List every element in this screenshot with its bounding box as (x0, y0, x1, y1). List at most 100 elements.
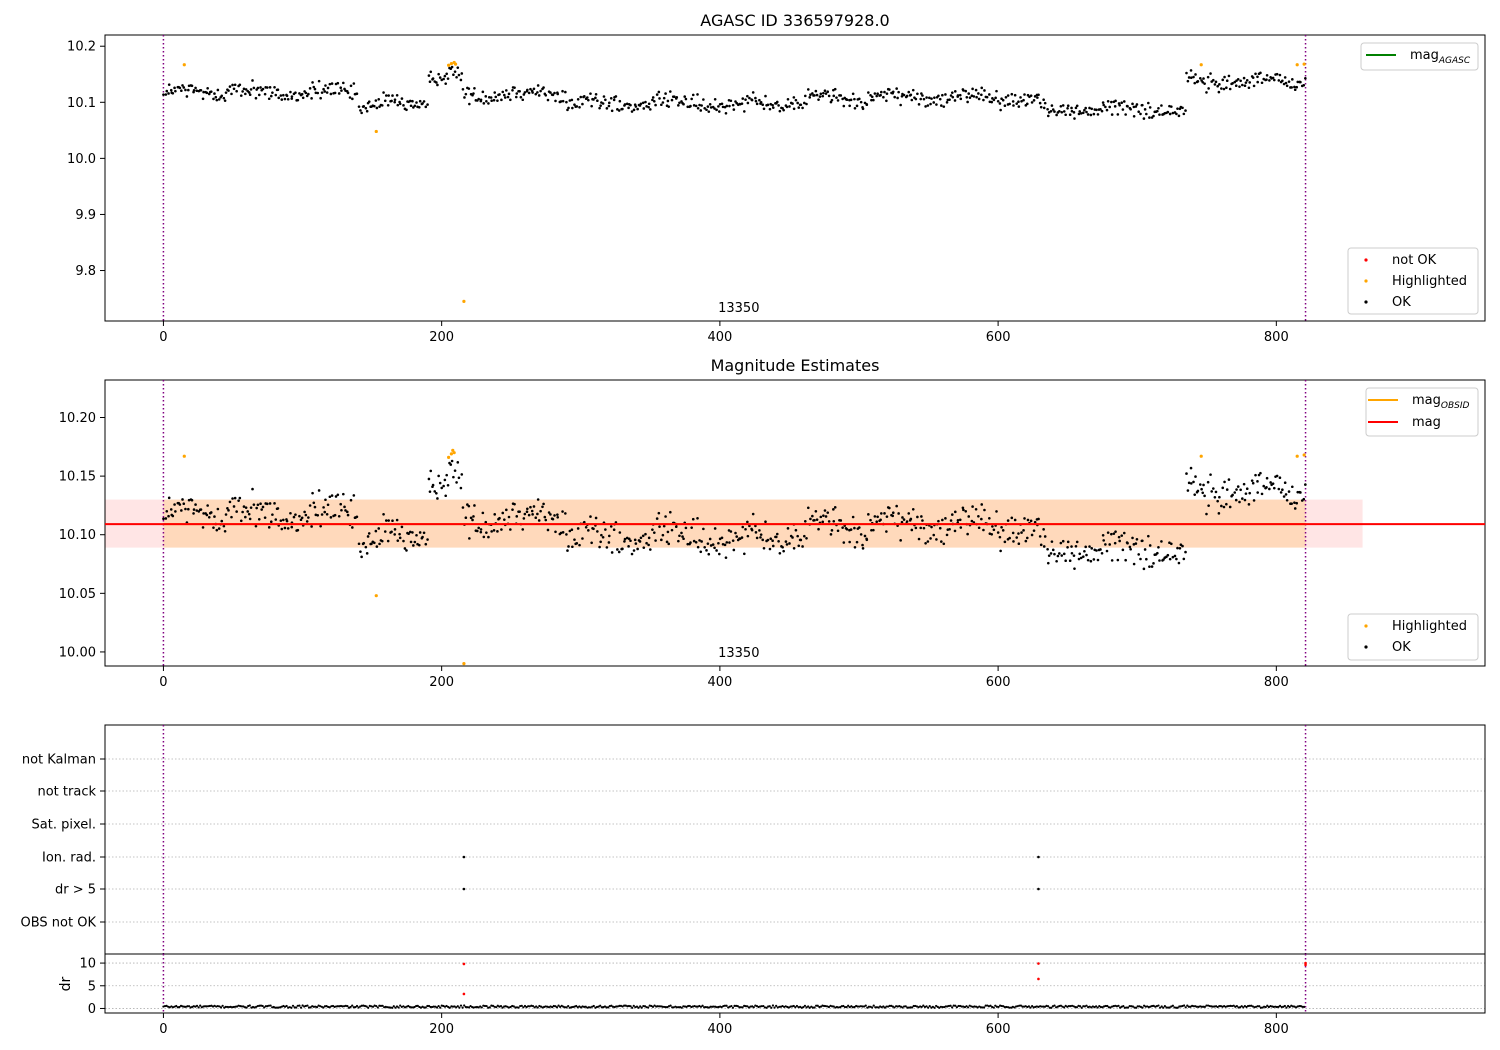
ok-point (537, 519, 541, 522)
ok-point (775, 532, 779, 536)
ok-point (484, 95, 488, 98)
ok-point (799, 538, 803, 542)
ok-point (282, 518, 285, 522)
ok-point (317, 489, 321, 492)
ok-point (1148, 116, 1151, 119)
dr-point (1195, 1005, 1198, 1008)
dr-point (989, 1004, 992, 1007)
ok-point (167, 92, 170, 95)
ok-point (571, 545, 574, 549)
ok-point (851, 515, 855, 519)
ok-point (647, 102, 651, 106)
ok-point (1265, 486, 1268, 489)
ok-point (1234, 498, 1238, 502)
ok-point (809, 517, 812, 521)
ok-point (217, 98, 221, 101)
dr-point (1141, 1006, 1144, 1009)
ok-point (794, 98, 798, 102)
ok-point (1214, 490, 1218, 494)
ok-point (1283, 76, 1287, 79)
ok-point (883, 512, 886, 515)
ok-point (924, 105, 927, 108)
ok-point (507, 92, 511, 96)
dr-point (397, 1006, 400, 1009)
ok-point (639, 536, 643, 540)
ok-point (829, 533, 833, 536)
ok-point (1073, 567, 1076, 570)
ok-point (1295, 501, 1299, 505)
dr-point (653, 1004, 656, 1007)
ok-point (1218, 83, 1221, 86)
ok-point (494, 95, 498, 99)
dr-point (680, 1006, 683, 1009)
ok-point (1042, 528, 1045, 531)
ok-point (746, 94, 749, 98)
dr-point (301, 1004, 304, 1007)
dr-point (712, 1005, 715, 1008)
ok-point (933, 96, 936, 99)
dr-point (827, 1005, 831, 1009)
ok-point (440, 486, 444, 490)
ok-point (1187, 76, 1191, 79)
ok-point (418, 99, 422, 103)
ok-point (339, 86, 343, 89)
ok-point (551, 93, 555, 97)
y-tick-label: 9.9 (75, 208, 96, 223)
dr-point (1187, 1005, 1190, 1008)
ok-point (238, 496, 242, 500)
ok-point (988, 93, 991, 96)
ok-point (1030, 533, 1034, 537)
ok-point (342, 81, 345, 85)
ok-point (1236, 77, 1240, 81)
ok-point (422, 531, 426, 535)
dr-point (778, 1005, 781, 1008)
highlighted-point (452, 451, 456, 455)
ok-point (696, 545, 700, 549)
ok-point (1114, 99, 1117, 103)
dr-point (197, 1006, 200, 1009)
dr-point (1277, 1005, 1280, 1008)
ok-point (977, 514, 980, 518)
ok-point (312, 85, 316, 89)
ok-point (827, 94, 831, 98)
ok-point (999, 549, 1002, 553)
ok-point (788, 105, 791, 108)
ok-point (514, 95, 518, 99)
ok-point (487, 535, 490, 539)
ok-point (1084, 106, 1087, 110)
ok-point (882, 95, 885, 99)
ok-point (841, 97, 844, 101)
ok-point (1157, 106, 1160, 110)
ok-point (274, 93, 278, 97)
ok-point (390, 99, 393, 103)
ok-point (970, 519, 974, 523)
ok-point (289, 511, 292, 515)
ok-point (617, 109, 621, 112)
ok-point (232, 87, 236, 91)
ok-point (370, 542, 373, 546)
ok-point (298, 514, 301, 518)
legend-point-entry-marker (1364, 645, 1368, 649)
ok-point (255, 506, 258, 510)
ok-point (1207, 504, 1210, 507)
ok-point (190, 84, 194, 88)
ok-point (645, 105, 648, 108)
ok-point (792, 96, 796, 99)
ok-point (256, 503, 260, 507)
dr-point (1074, 1006, 1077, 1009)
ok-point (1047, 554, 1051, 557)
dr-point (1216, 1005, 1219, 1009)
x-tick-label: 600 (986, 675, 1011, 690)
dr-point (677, 1006, 680, 1009)
ok-point (803, 534, 806, 538)
dr-point (877, 1006, 880, 1009)
ok-point (686, 105, 690, 109)
axes-frame (104, 379, 1486, 667)
dr-point (328, 1006, 331, 1009)
dr-point (349, 1005, 352, 1009)
ok-point (390, 530, 393, 534)
dr-point (839, 1006, 842, 1009)
dr-point (1248, 1004, 1251, 1007)
dr-point (965, 1005, 968, 1008)
